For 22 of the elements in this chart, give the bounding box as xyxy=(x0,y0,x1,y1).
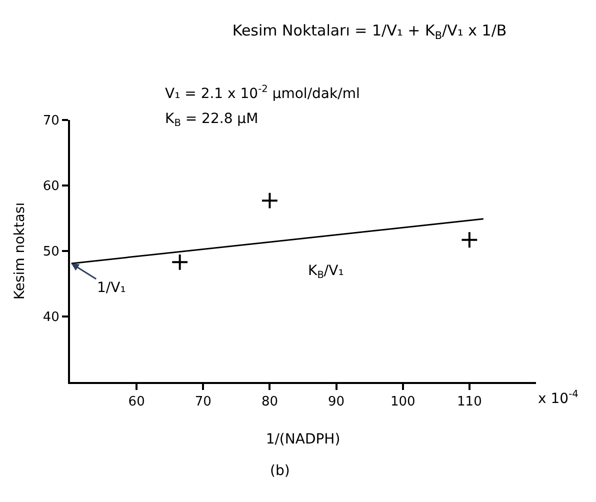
x-tick-label: 60 xyxy=(128,394,145,410)
point xyxy=(460,231,478,249)
chart-title: Kesim Noktaları = 1/V₁ + K$_{B}$/V₁ x 1/B xyxy=(232,22,507,42)
annotation: K$_{B}$/V₁ xyxy=(308,263,344,281)
text: x 10$^{-4}$ xyxy=(538,389,578,407)
annotation: K$_{B}$ = 22.8 μM xyxy=(165,111,258,129)
y-tick-label: 60 xyxy=(42,179,60,194)
x-tick-label: 70 xyxy=(194,394,212,410)
y-tick-label: 70 xyxy=(42,114,60,129)
y-tick-label: 40 xyxy=(42,310,60,326)
x-tick-label: 90 xyxy=(328,394,345,410)
x-tick-label: 110 xyxy=(457,394,482,410)
point xyxy=(171,253,189,271)
y-axis-title: Kesim noktası xyxy=(12,202,28,300)
x-axis-title: 1/(NADPH) xyxy=(266,431,340,448)
x-tick-label: 80 xyxy=(261,394,278,410)
text: (b) xyxy=(270,463,290,479)
chart-subtitle: V₁ = 2.1 x 10$^{-2}$ μmol/dak/ml xyxy=(165,84,360,102)
y-tick-label: 50 xyxy=(42,244,60,260)
annotation: 1/V₁ xyxy=(97,280,126,296)
x-tick-label: 100 xyxy=(390,394,416,410)
point xyxy=(261,192,278,210)
